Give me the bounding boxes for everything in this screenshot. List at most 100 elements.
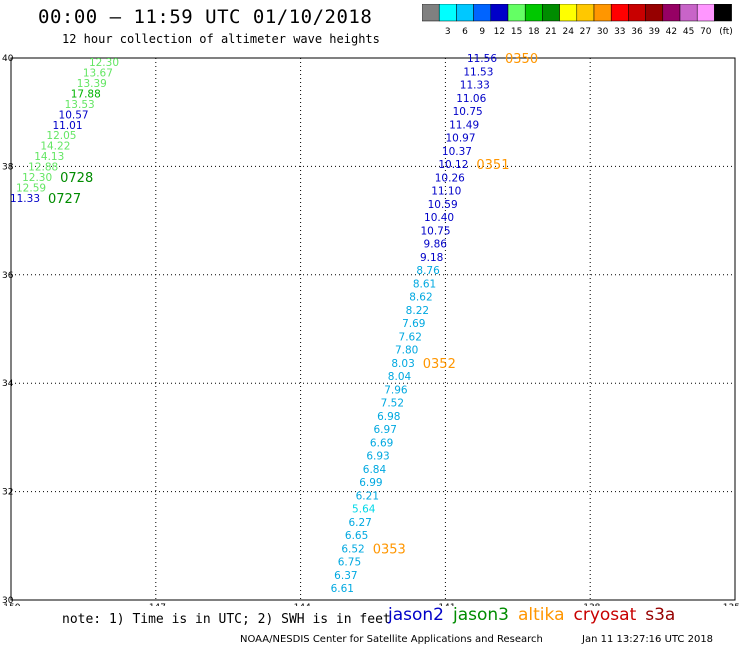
swh-value: 12.59	[16, 183, 46, 195]
scale-swatch	[714, 4, 732, 22]
swh-value: 10.75	[453, 106, 483, 118]
generation-timestamp: Jan 11 13:27:16 UTC 2018	[582, 634, 714, 645]
swh-value: 12.30	[22, 172, 52, 184]
swh-value: 10.97	[445, 133, 475, 145]
swh-value: 10.59	[428, 199, 458, 211]
swh-value: 8.61	[413, 278, 436, 290]
scale-label: 9	[479, 27, 485, 37]
swh-value: 17.88	[71, 88, 101, 100]
swh-value: 8.04	[388, 371, 412, 383]
swh-value: 8.22	[406, 305, 429, 317]
swh-value: 10.40	[424, 212, 454, 224]
swh-value: 6.37	[334, 570, 357, 582]
satellite-legend: jason2 jason3 altika cryosat s3a	[388, 605, 684, 625]
swh-value: 12.30	[89, 57, 119, 69]
satellite-s3a: s3a	[645, 605, 676, 625]
pass-time-label: 0351	[476, 158, 509, 173]
lat-tick-label: 34	[2, 379, 14, 389]
swh-value: 8.76	[416, 265, 440, 277]
swh-value: 11.33	[460, 80, 490, 92]
credit-text: NOAA/NESDIS Center for Satellite Applica…	[240, 634, 543, 645]
swh-value: 6.97	[374, 424, 397, 436]
lon-tick-label: -147	[146, 603, 166, 606]
lon-tick-label: -150	[0, 603, 21, 606]
swh-value: 11.56	[467, 53, 497, 65]
lat-tick-label: 40	[2, 54, 14, 64]
scale-label: 15	[511, 27, 522, 37]
swh-value: 6.99	[359, 477, 382, 489]
swh-value: 7.69	[402, 318, 425, 330]
swh-value: 7.62	[399, 331, 422, 343]
swh-value: 11.49	[449, 119, 479, 131]
swh-value: 6.69	[370, 437, 393, 449]
swh-value: 12.88	[28, 162, 58, 174]
scale-label: 36	[631, 27, 643, 37]
lon-tick-label: -135	[720, 603, 740, 606]
wave-height-map: -150 -147 -144 -141 -138 -135 40 38 36 34 32 30 11.5…	[0, 52, 740, 606]
scale-label: 3	[445, 27, 451, 37]
swh-value: 10.12	[438, 159, 468, 171]
scale-label: 33	[614, 27, 625, 37]
lon-tick-label: -138	[580, 603, 601, 606]
swh-value: 13.53	[65, 99, 95, 111]
swh-value: 6.52	[341, 543, 364, 555]
map-frame	[10, 57, 736, 601]
pass-time-label: 0353	[373, 542, 406, 557]
scale-label: 12	[494, 27, 505, 37]
swh-value: 11.06	[456, 93, 486, 105]
satellite-jason2: jason2	[388, 605, 444, 625]
lat-tick-label: 32	[2, 488, 13, 498]
lon-tick-label: -144	[290, 603, 311, 606]
lat-tick-label: 30	[2, 596, 14, 606]
swh-value: 7.80	[395, 345, 418, 357]
pass-time-label: 0350	[505, 52, 538, 67]
swh-value: 6.93	[366, 451, 389, 463]
swh-value: 13.67	[83, 67, 113, 79]
swh-value: 8.03	[391, 358, 414, 370]
scale-label: 45	[683, 27, 694, 37]
lat-tick-label: 36	[2, 271, 14, 281]
map-title: 00:00 – 11:59 UTC 01/10/2018	[38, 6, 373, 28]
lon-tick-label: -141	[435, 603, 455, 606]
swh-value: 8.62	[409, 292, 432, 304]
swh-value: 7.96	[384, 384, 408, 396]
swh-value: 13.39	[77, 78, 107, 90]
scale-label: 21	[545, 27, 556, 37]
scale-label: 24	[562, 27, 574, 37]
scale-label: 27	[580, 27, 591, 37]
swh-value: 12.05	[46, 130, 76, 142]
swh-value: 14.13	[34, 151, 64, 163]
swh-value: 6.21	[356, 490, 379, 502]
swh-value: 11.10	[431, 186, 461, 198]
scale-label: 70	[700, 27, 712, 37]
swh-value: 14.22	[40, 141, 70, 153]
satellite-jason3: jason3	[453, 605, 509, 625]
swh-value: 10.75	[420, 225, 450, 237]
scale-label: 39	[648, 27, 660, 37]
satellite-altika: altika	[518, 605, 565, 625]
swh-value: 10.26	[435, 172, 465, 184]
footer-note: note: 1) Time is in UTC; 2) SWH is in fe…	[62, 612, 391, 627]
swh-value: 6.65	[345, 530, 368, 542]
swh-value: 6.98	[377, 411, 400, 423]
swh-value: 7.52	[381, 398, 404, 410]
swh-value: 10.37	[442, 146, 472, 158]
swh-value: 11.53	[463, 66, 493, 78]
pass-time-label: 0728	[60, 171, 93, 186]
swh-value: 6.27	[348, 517, 371, 529]
pass-time-label: 0352	[423, 357, 456, 372]
pass-time-label: 0727	[48, 192, 81, 207]
scale-label: 42	[666, 27, 677, 37]
swh-value: 6.61	[331, 583, 354, 595]
scale-label: 18	[528, 27, 540, 37]
swh-value: 11.33	[10, 193, 40, 205]
swh-value: 9.86	[424, 239, 448, 251]
swh-value: 6.75	[338, 557, 361, 569]
lat-tick-label: 38	[2, 162, 14, 172]
swh-value: 10.57	[59, 109, 89, 121]
scale-label: 30	[597, 27, 609, 37]
swh-value: 9.18	[420, 252, 443, 264]
swh-value: 6.84	[363, 464, 387, 476]
color-scale-legend: 3 6 9 12 15 18 21 24 27 30 33 36 39 42 45 70 (ft)	[422, 4, 733, 37]
scale-label: 6	[462, 27, 468, 37]
